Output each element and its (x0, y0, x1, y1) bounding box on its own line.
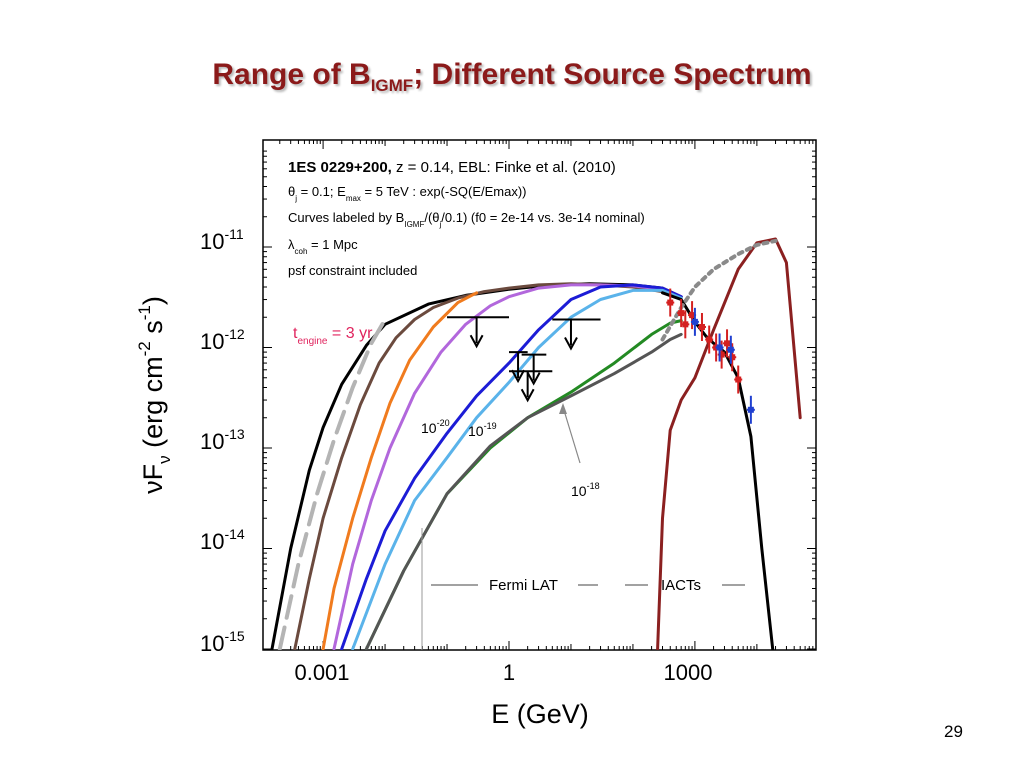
model-curve-3 (321, 291, 479, 650)
upper-limit-arrow-2 (526, 372, 541, 386)
iacts-label: IACTs (661, 577, 701, 594)
minor-ticks (263, 140, 816, 650)
upper-limit-arrow-3 (520, 388, 535, 403)
x-tick-1: 1 (503, 660, 515, 685)
upper-limit-arrow-0 (469, 334, 484, 349)
upper-limit-arrow-4 (564, 337, 578, 351)
model-curve-10 (656, 237, 802, 650)
y-axis-label: νFν (erg cm-2 s-1) (135, 296, 174, 494)
plot-frame (262, 139, 817, 651)
y-tick-1e-13: 10-13 (200, 426, 245, 454)
source-annotation: 1ES 0229+200, z = 0.14, EBL: Finke et al… (288, 159, 616, 176)
blue-point-marker-2 (727, 346, 734, 353)
x-tick-0.001: 0.001 (294, 660, 349, 685)
label-1e-20: 10-20 (421, 418, 450, 436)
y-tick-1e-15: 10-15 (200, 628, 245, 656)
y-tick-1e-14: 10-14 (200, 526, 245, 554)
blue-point-marker-0 (691, 318, 698, 325)
red-point-marker-1 (678, 310, 685, 317)
upper-limits (447, 316, 601, 403)
label-1e-18: 10-18 (571, 481, 600, 499)
model-curve-1 (277, 317, 388, 650)
t-engine-label: tengine = 3 yr (293, 325, 373, 347)
curve-label-annotation: Curves labeled by BIGMF/(θj/0.1) (f0 = 2… (288, 210, 645, 229)
x-tick-1000: 1000 (664, 660, 713, 685)
page-number: 29 (944, 722, 963, 741)
blue-point-marker-1 (716, 344, 723, 351)
label-1e-18-arrowhead (559, 403, 567, 414)
x-axis-label: E (GeV) (491, 699, 589, 729)
red-point-marker-10 (735, 376, 742, 383)
red-point-marker-7 (718, 351, 725, 358)
y-tick-1e-12: 10-12 (200, 326, 245, 354)
red-point-marker-4 (698, 323, 705, 330)
slide-title: Range of BIGMF; Different Source Spectru… (0, 58, 1024, 96)
fermi-lat-label: Fermi LAT (489, 577, 558, 594)
upper-limit-arrow-1 (511, 369, 525, 384)
red-point-marker-5 (706, 336, 713, 343)
jet-angle-annotation: θj = 0.1; Emax = 5 TeV : exp(-SQ(E/Emax)… (288, 184, 527, 203)
title-main: Range of B (212, 58, 371, 91)
label-1e-18-pointer (562, 406, 581, 464)
model-curve-6 (351, 288, 683, 650)
title-rest: ; Different Source Spectrum (413, 58, 812, 91)
psf-annotation: psf constraint included (288, 263, 417, 278)
model-curve-8 (364, 332, 683, 650)
title-subscript: IGMF (370, 76, 414, 95)
red-point-marker-0 (667, 299, 674, 306)
model-curve-5 (340, 283, 683, 650)
red-point-marker-3 (689, 312, 696, 319)
blue-point-marker-3 (747, 406, 754, 413)
red-point-marker-8 (724, 340, 731, 347)
coherence-annotation: λcoh = 1 Mpc (288, 237, 358, 256)
label-1e-19: 10-19 (468, 421, 497, 439)
y-tick-1e-11: 10-11 (200, 226, 244, 254)
red-point-marker-9 (729, 354, 736, 361)
red-point-marker-2 (682, 321, 689, 328)
data-points (666, 288, 755, 424)
